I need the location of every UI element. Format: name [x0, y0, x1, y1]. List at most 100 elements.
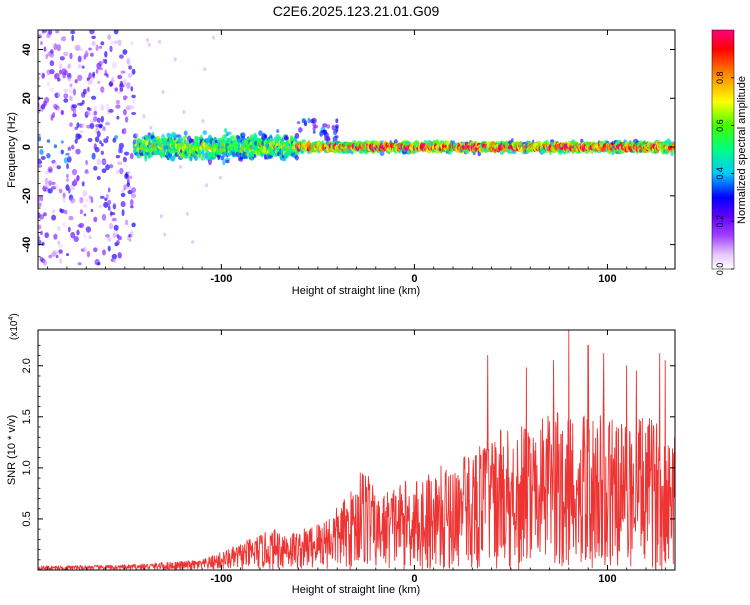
spectrogram-cell: [86, 124, 91, 129]
spectrogram-cell: [258, 130, 263, 136]
spectrogram-cell: [55, 30, 59, 34]
spectrogram-cell: [130, 199, 134, 206]
spectrogram-cell: [45, 53, 48, 60]
spectrogram-cell: [64, 209, 68, 215]
spectrogram-cell: [131, 193, 137, 199]
spectrogram-cell: [114, 135, 119, 139]
spectrogram-cell: [95, 44, 99, 52]
spectrogram-cell: [131, 68, 136, 75]
spectrogram-cell: [83, 213, 87, 217]
spectrogram-ytick-label: 0: [21, 144, 33, 150]
spectrogram-cell: [71, 34, 74, 42]
spectrogram-cell: [108, 222, 114, 230]
spectrogram-cell: [205, 183, 208, 188]
spectrogram-cell: [84, 50, 89, 58]
colorbar-ticks: 0.0 0.2 0.4 0.6 0.8: [715, 72, 734, 276]
spectrogram-cell: [75, 148, 81, 155]
spectrogram-cell: [89, 78, 94, 82]
spectrogram-cell: [67, 77, 72, 82]
spectrogram-cell: [100, 41, 105, 46]
spectrogram-cell: [45, 171, 49, 175]
colorbar-tick-label: 0.0: [715, 263, 725, 276]
spectrogram-cell: [38, 76, 41, 81]
spectrogram-cell: [106, 136, 109, 140]
spectrogram-cell: [105, 164, 110, 171]
spectrogram-cell: [63, 51, 69, 57]
spectrogram-cell: [200, 156, 206, 161]
spectrogram-cell: [117, 252, 122, 259]
spectrogram-cell: [59, 209, 65, 214]
spectrogram-ticks: -100 0 100 -40 -20 0 20 40: [21, 30, 675, 285]
spectrogram-cell: [128, 185, 132, 192]
spectrogram-cell: [61, 222, 67, 227]
spectrogram-cell: [120, 70, 126, 74]
spectrogram-cell: [89, 119, 94, 124]
spectrogram-cell: [57, 77, 61, 82]
spectrogram-cell: [87, 86, 90, 93]
spectrogram-cell: [68, 215, 74, 221]
spectrogram-cell: [98, 67, 103, 71]
spectrogram-cell: [90, 52, 94, 57]
spectrogram-cell: [276, 129, 280, 133]
spectrogram-cell: [100, 104, 105, 111]
spectrogram-cell: [312, 129, 316, 134]
spectrogram-cell: [297, 127, 303, 133]
spectrogram-cell: [59, 69, 63, 75]
spectrogram-cell: [51, 186, 57, 190]
spectrogram-cell: [46, 34, 51, 39]
spectrogram-cell: [335, 118, 339, 123]
spectrogram-cell: [201, 119, 205, 124]
spectrogram-cell: [107, 236, 112, 242]
spectrogram-cell: [115, 99, 120, 105]
spectrogram-cell: [96, 176, 101, 180]
snr-multiplier: (x104): [8, 313, 20, 340]
spectrogram-cell: [106, 193, 109, 199]
spectrogram-cell: [53, 144, 58, 149]
spectrogram-cell: [101, 213, 107, 221]
spectrogram-cell: [102, 249, 106, 256]
spectrogram-cell: [104, 121, 111, 126]
spectrogram-cell: [104, 197, 108, 201]
spectrogram-cell: [111, 76, 114, 83]
spectrogram-cell: [99, 204, 102, 209]
spectrogram-cell: [130, 230, 134, 238]
spectrogram-cell: [147, 42, 151, 47]
spectrogram-cell: [61, 110, 64, 116]
snr-xtick-label: 100: [598, 573, 616, 585]
spectrogram-cell: [113, 224, 119, 231]
spectrogram-cell: [117, 161, 123, 166]
spectrogram-cell: [103, 138, 109, 144]
spectrogram-cell: [161, 90, 165, 94]
spectrogram-cell: [66, 253, 69, 257]
spectrogram-cell: [68, 86, 74, 94]
spectrogram-cell: [314, 124, 318, 129]
colorbar-tick-label: 0.4: [715, 167, 725, 180]
spectrogram-cell: [124, 219, 129, 226]
spectrogram-cell: [519, 141, 523, 146]
spectrogram-cell: [184, 135, 187, 139]
colorbar-border: [711, 29, 735, 270]
spectrogram-cell: [120, 201, 126, 208]
spectrogram-cell: [113, 30, 119, 35]
spectrogram-cell: [48, 254, 52, 259]
spectrogram-cell: [122, 78, 127, 86]
spectrogram-cell: [202, 130, 208, 135]
spectrogram-cell: [101, 168, 107, 173]
spectrogram-cell: [70, 30, 76, 35]
spectrogram-cell: [119, 167, 124, 175]
spectrogram-cell: [79, 130, 84, 134]
spectrogram-cell: [127, 73, 133, 78]
spectrogram-cell: [93, 247, 98, 253]
spectrogram-cell: [195, 136, 201, 141]
spectrogram-cell: [54, 72, 60, 80]
spectrogram-cell: [128, 65, 133, 70]
spectrogram-cell: [222, 158, 226, 166]
spectrogram-cell: [41, 241, 45, 246]
snr-ytick-label: 1.0: [21, 460, 33, 475]
spectrogram-cell: [97, 80, 101, 85]
spectrogram-cell: [116, 115, 120, 120]
spectrogram-cell: [240, 132, 246, 138]
spectrogram-cell: [38, 202, 42, 207]
spectrogram-cell: [78, 222, 85, 228]
